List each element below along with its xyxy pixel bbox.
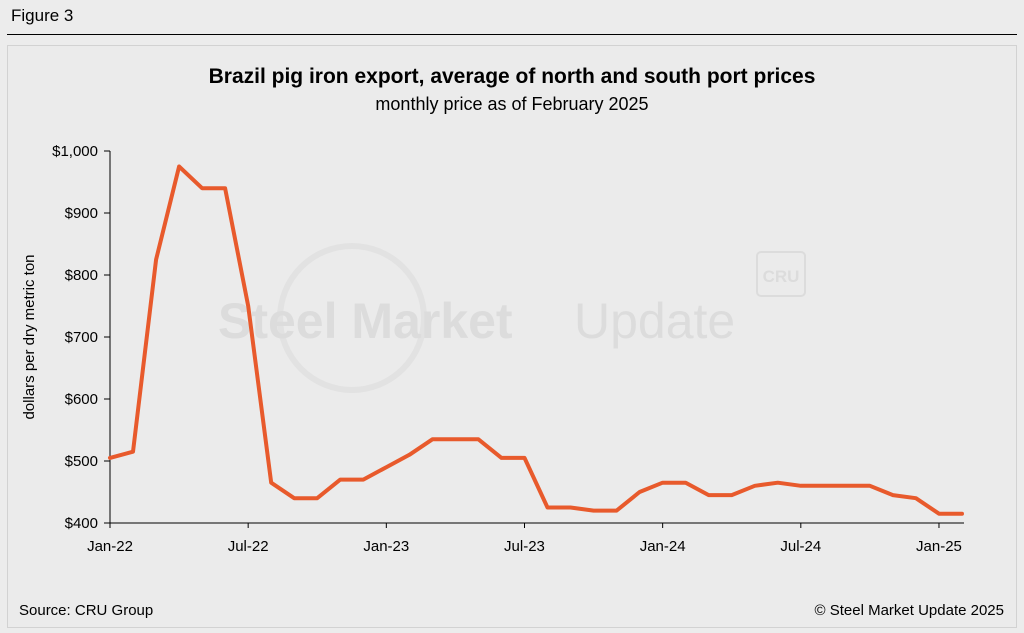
x-tick-label: Jan-24 — [640, 538, 686, 555]
watermark: Steel Market Update CRU — [218, 243, 806, 393]
x-axis: Jan-22 Jul-22 Jan-23 Jul-23 Jan-24 Jul-24 Jan-… — [87, 522, 964, 555]
watermark-text-bold: Steel Market — [218, 293, 513, 349]
y-tick-label: $700 — [65, 329, 98, 346]
y-tick-label: $900 — [65, 205, 98, 222]
y-tick-label: $500 — [65, 453, 98, 470]
copyright-note: © Steel Market Update 2025 — [814, 602, 1005, 619]
x-tick-label: Jul-23 — [504, 538, 545, 555]
x-tick-label: Jul-22 — [228, 538, 269, 555]
figure-label: Figure 3 — [11, 6, 74, 25]
x-tick-label: Jan-22 — [87, 538, 133, 555]
source-note: Source: CRU Group — [19, 602, 154, 619]
y-tick-label: $1,000 — [52, 143, 98, 160]
y-tick-label: $800 — [65, 267, 98, 284]
x-tick-label: Jul-24 — [780, 538, 821, 555]
series-line — [108, 164, 964, 516]
chart-title: Brazil pig iron export, average of north… — [208, 65, 816, 88]
y-tick-label: $400 — [65, 515, 98, 532]
chart-subtitle: monthly price as of February 2025 — [375, 94, 649, 114]
y-tick-label: $600 — [65, 391, 98, 408]
x-tick-label: Jan-23 — [363, 538, 409, 555]
top-rule — [7, 34, 1017, 35]
watermark-badge-text: CRU — [763, 267, 800, 286]
watermark-circle — [277, 243, 427, 393]
watermark-text-light: Update — [574, 293, 735, 349]
x-tick-label: Jan-25 — [916, 538, 962, 555]
y-axis: $1,000 $900 $800 $700 $600 $500 $400 — [52, 143, 111, 532]
chart-panel — [7, 45, 1017, 628]
watermark-badge — [756, 251, 806, 297]
y-axis-title: dollars per dry metric ton — [21, 254, 38, 419]
